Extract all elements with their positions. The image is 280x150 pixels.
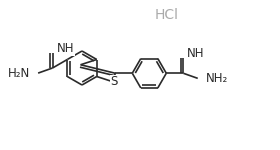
Text: H₂N: H₂N — [8, 67, 30, 80]
Text: HCl: HCl — [155, 8, 179, 22]
Text: NH: NH — [57, 42, 74, 55]
Text: NH: NH — [187, 47, 205, 60]
Text: S: S — [110, 75, 118, 88]
Text: NH₂: NH₂ — [206, 72, 228, 85]
